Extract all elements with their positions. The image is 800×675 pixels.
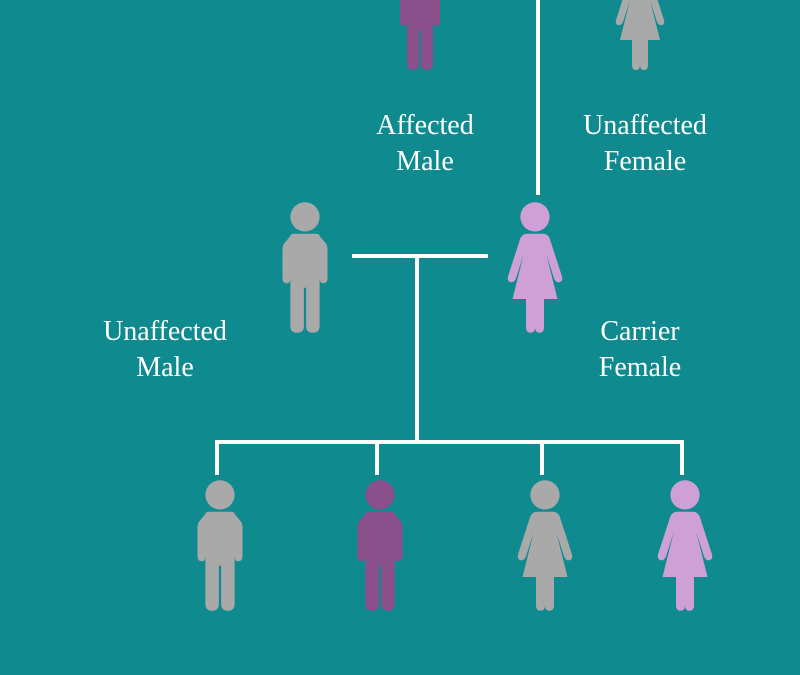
gen1-mother-label: Unaffected Female: [580, 108, 710, 181]
gen3-child-2: [335, 478, 425, 613]
gen3-child-4: [640, 478, 730, 613]
gen1-father: [380, 0, 460, 72]
connector-gen3-drop-1: [215, 440, 219, 475]
connector-gen2-down: [415, 254, 419, 440]
label-text: Carrier: [600, 316, 679, 347]
connector-gen2-couple: [352, 254, 488, 258]
connector-gen3-drop-4: [680, 440, 684, 475]
gen3-child-3: [500, 478, 590, 613]
gen2-father-label: Unaffected Male: [90, 314, 240, 387]
label-text: Affected: [376, 110, 473, 141]
connector-gen3-bar: [215, 440, 684, 444]
gen3-child-1: [175, 478, 265, 613]
label-text: Female: [599, 352, 681, 383]
gen2-mother: [490, 200, 580, 335]
label-text: Unaffected: [103, 316, 227, 347]
label-text: Unaffected: [583, 110, 707, 141]
gen2-mother-label: Carrier Female: [580, 314, 700, 387]
label-text: Female: [604, 146, 686, 177]
connector-gen3-drop-3: [540, 440, 544, 475]
connector-gen3-drop-2: [375, 440, 379, 475]
gen2-father: [260, 200, 350, 335]
label-text: Male: [396, 146, 454, 177]
gen1-mother: [600, 0, 680, 72]
connector-gen1-down: [536, 0, 540, 195]
label-text: Male: [136, 352, 194, 383]
gen1-father-label: Affected Male: [370, 108, 480, 181]
